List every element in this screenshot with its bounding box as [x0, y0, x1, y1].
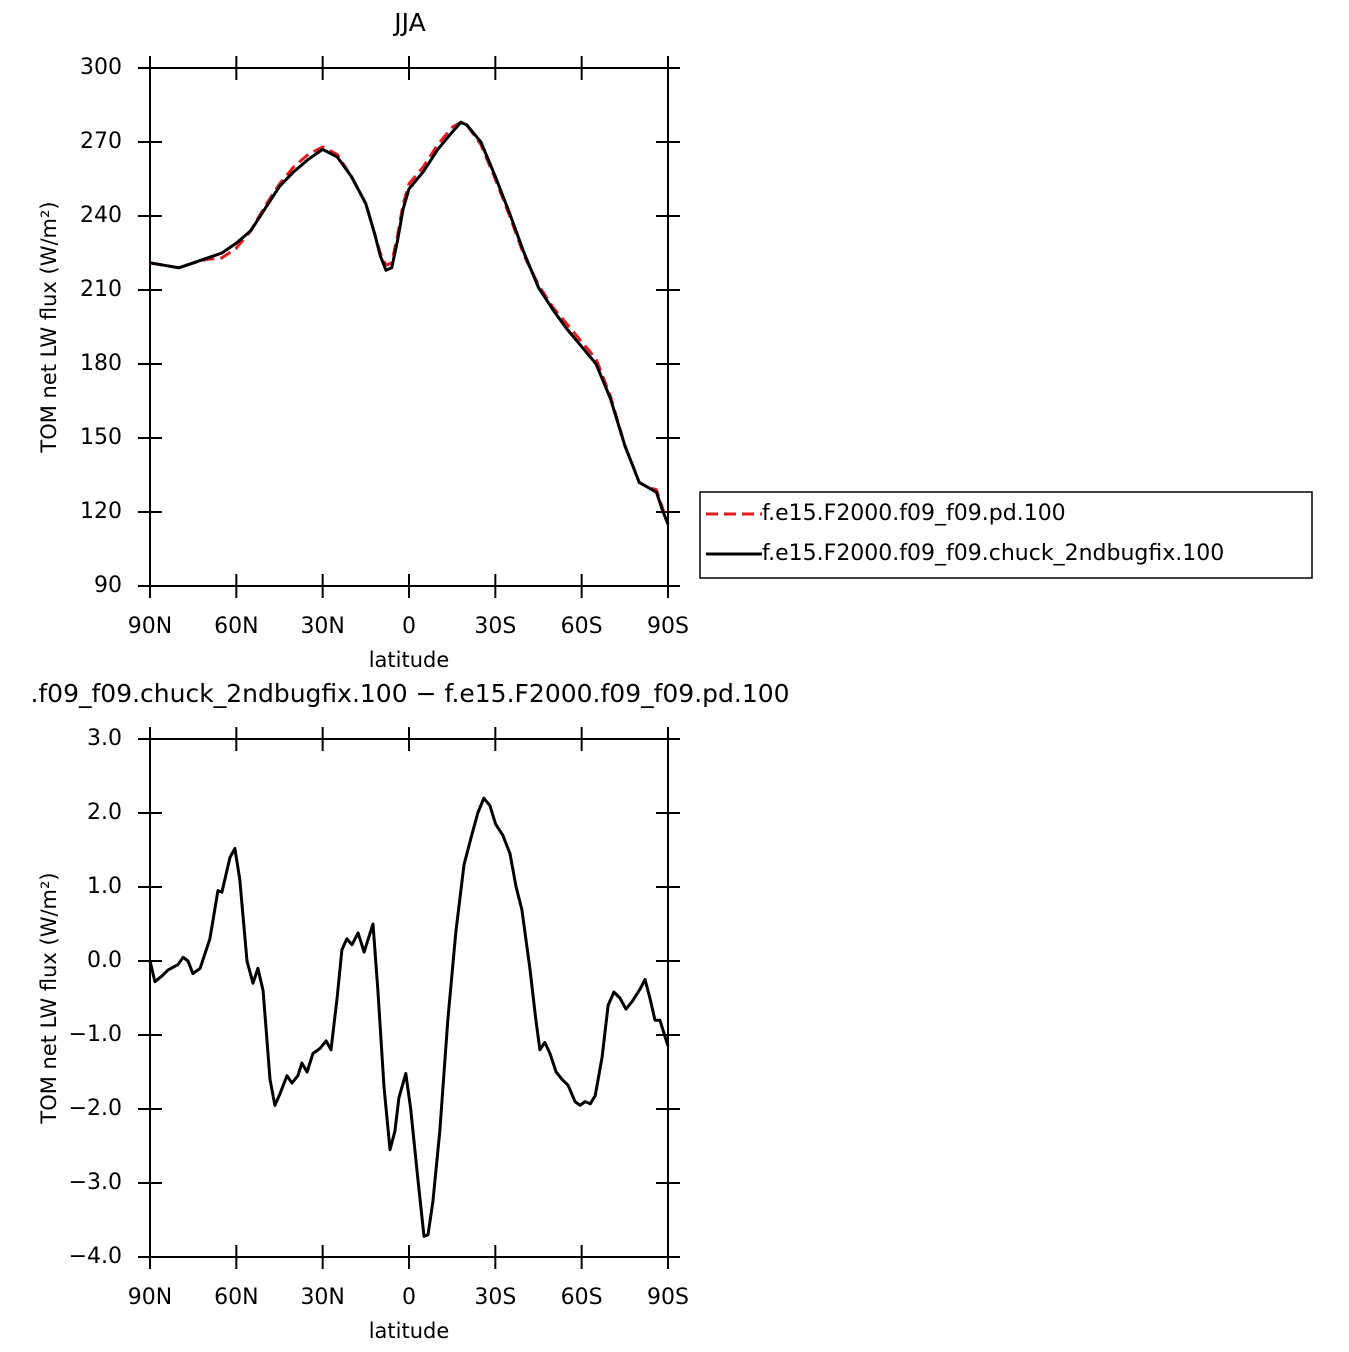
plot-frame: [149, 67, 669, 587]
y-tick-label: −2.0: [69, 1096, 122, 1121]
y-tick-label: −4.0: [69, 1244, 122, 1269]
y-tick-label: 90: [94, 573, 122, 598]
x-axis-label: latitude: [369, 648, 450, 672]
x-tick-label: 60S: [561, 614, 603, 639]
y-tick-label: 270: [80, 129, 122, 154]
y-tick-label: 210: [80, 277, 122, 302]
y-tick-label: −1.0: [69, 1022, 122, 1047]
data-line: [149, 120, 670, 525]
legend-label: f.e15.F2000.f09_f09.chuck_2ndbugfix.100: [762, 541, 1224, 566]
x-tick-label: 30N: [300, 1285, 344, 1310]
x-tick-label: 0: [402, 1285, 416, 1310]
x-axis-label: latitude: [369, 1319, 450, 1343]
x-tick-label: 60N: [214, 614, 258, 639]
x-tick-label: 0: [402, 614, 416, 639]
chart-title: .f09_f09.chuck_2ndbugfix.100 − f.e15.F20…: [30, 679, 789, 708]
chart-title: JJA: [392, 8, 425, 37]
y-tick-label: 150: [80, 425, 122, 450]
y-axis-label: TOM net LW flux (W/m²): [37, 201, 61, 453]
x-tick-label: 90N: [128, 614, 172, 639]
y-tick-label: 240: [80, 203, 122, 228]
y-tick-label: 2.0: [87, 800, 122, 825]
x-tick-label: 30S: [474, 1285, 516, 1310]
y-tick-label: 3.0: [87, 726, 122, 751]
data-line: [149, 120, 670, 525]
x-tick-label: 90S: [647, 1285, 689, 1310]
x-tick-label: 90N: [128, 1285, 172, 1310]
y-tick-label: 1.0: [87, 874, 122, 899]
x-tick-label: 30S: [474, 614, 516, 639]
y-tick-label: 0.0: [87, 948, 122, 973]
y-tick-label: 180: [80, 351, 122, 376]
y-tick-label: −3.0: [69, 1170, 122, 1195]
legend-box: [699, 491, 1313, 579]
x-tick-label: 90S: [647, 614, 689, 639]
data-line: [148, 796, 670, 1238]
y-axis-label: TOM net LW flux (W/m²): [37, 872, 61, 1124]
x-tick-label: 60S: [561, 1285, 603, 1310]
y-tick-label: 120: [80, 499, 122, 524]
x-tick-label: 30N: [300, 614, 344, 639]
y-tick-label: 300: [80, 55, 122, 80]
legend-label: f.e15.F2000.f09_f09.pd.100: [762, 501, 1066, 526]
plot-frame: [149, 738, 669, 1258]
x-tick-label: 60N: [214, 1285, 258, 1310]
